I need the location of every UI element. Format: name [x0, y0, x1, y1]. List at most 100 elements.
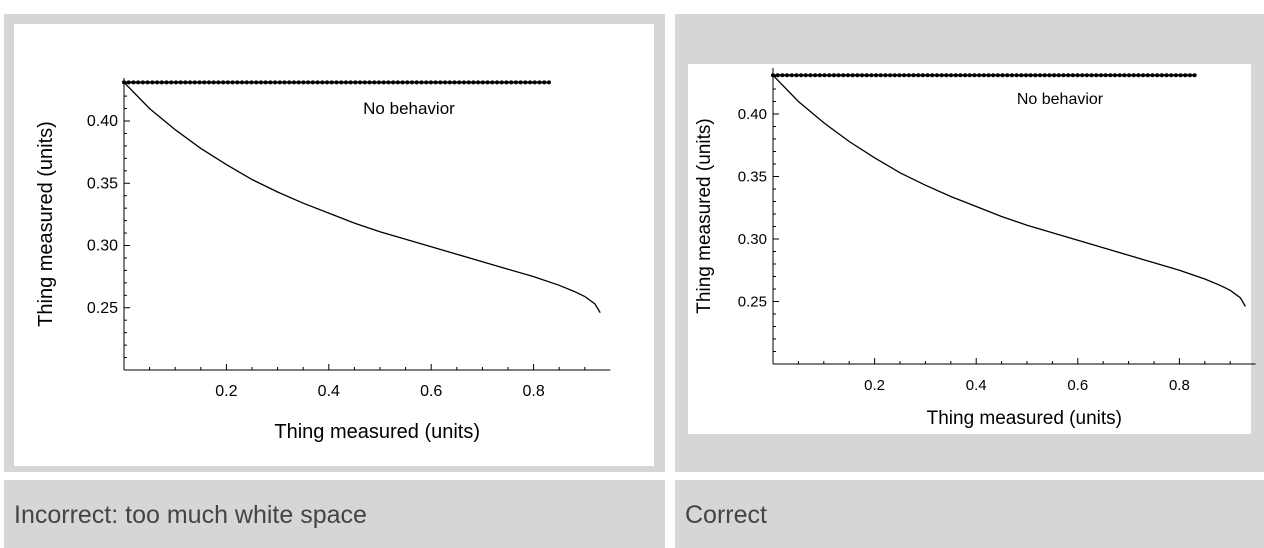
no-behavior-point: [1192, 73, 1197, 78]
no-behavior-point: [785, 73, 790, 78]
no-behavior-point: [906, 73, 911, 78]
y-axis-label: Thing measured (units): [694, 118, 715, 313]
y-tick-label: 0.35: [87, 175, 118, 192]
y-tick-label: 0.40: [738, 106, 767, 123]
no-behavior-point: [334, 80, 339, 85]
no-behavior-point: [188, 80, 193, 85]
no-behavior-point: [799, 73, 804, 78]
no-behavior-point: [225, 80, 230, 85]
no-behavior-point: [414, 80, 419, 85]
no-behavior-point: [466, 80, 471, 85]
no-behavior-point: [939, 73, 944, 78]
no-behavior-point: [878, 73, 883, 78]
no-behavior-point: [254, 80, 259, 85]
x-tick-label: 0.4: [966, 377, 987, 394]
no-behavior-point: [827, 73, 832, 78]
x-tick-label: 0.2: [215, 383, 237, 400]
no-behavior-point: [1084, 73, 1089, 78]
decay-curve-line: [123, 81, 601, 314]
correct-figure-panel: [688, 64, 1251, 434]
no-behavior-point: [1005, 73, 1010, 78]
no-behavior-point: [1014, 73, 1019, 78]
no-behavior-point: [995, 73, 1000, 78]
no-behavior-point: [235, 80, 240, 85]
y-tick-label: 0.25: [87, 300, 118, 317]
no-behavior-point: [140, 80, 145, 85]
no-behavior-point: [391, 80, 396, 85]
no-behavior-point: [1066, 73, 1071, 78]
x-axis-label: Thing measured (units): [927, 408, 1122, 429]
no-behavior-point: [967, 73, 972, 78]
no-behavior-point: [1080, 73, 1085, 78]
no-behavior-point: [216, 80, 221, 85]
no-behavior-point: [499, 80, 504, 85]
no-behavior-point: [813, 73, 818, 78]
no-behavior-point: [949, 73, 954, 78]
no-behavior-point: [405, 80, 410, 85]
y-tick-label: 0.35: [738, 169, 767, 186]
no-behavior-point: [1000, 73, 1005, 78]
no-behavior-point: [1042, 73, 1047, 78]
no-behavior-point: [348, 80, 353, 85]
no-behavior-point: [817, 73, 822, 78]
no-behavior-point: [860, 73, 865, 78]
no-behavior-point: [428, 80, 433, 85]
no-behavior-point: [532, 80, 537, 85]
no-behavior-point: [1061, 73, 1066, 78]
no-behavior-point: [136, 80, 141, 85]
no-behavior-point: [282, 80, 287, 85]
no-behavior-point: [362, 80, 367, 85]
no-behavior-point: [1141, 73, 1146, 78]
no-behavior-point: [509, 80, 514, 85]
no-behavior-point: [197, 80, 202, 85]
no-behavior-point: [528, 80, 533, 85]
no-behavior-point: [864, 73, 869, 78]
no-behavior-point: [925, 73, 930, 78]
no-behavior-point: [126, 80, 131, 85]
no-behavior-point: [518, 80, 523, 85]
no-behavior-point: [353, 80, 358, 85]
no-behavior-point: [523, 80, 528, 85]
no-behavior-point: [831, 73, 836, 78]
no-behavior-point: [221, 80, 226, 85]
no-behavior-point: [438, 80, 443, 85]
no-behavior-point: [169, 80, 174, 85]
x-tick-label: 0.6: [1067, 377, 1088, 394]
incorrect-caption: Incorrect: too much white space: [14, 501, 367, 529]
no-behavior-point: [263, 80, 268, 85]
no-behavior-point: [808, 73, 813, 78]
no-behavior-point: [211, 80, 216, 85]
x-tick-label: 0.6: [420, 383, 442, 400]
no-behavior-point: [367, 80, 372, 85]
no-behavior-point: [424, 80, 429, 85]
no-behavior-point: [953, 73, 958, 78]
no-behavior-point: [381, 80, 386, 85]
no-behavior-point: [192, 80, 197, 85]
x-tick-label: 0.8: [522, 383, 544, 400]
no-behavior-point: [888, 73, 893, 78]
no-behavior-point: [911, 73, 916, 78]
no-behavior-point: [1009, 73, 1014, 78]
no-behavior-point: [1169, 73, 1174, 78]
no-behavior-point: [206, 80, 211, 85]
y-tick-label: 0.25: [738, 294, 767, 311]
no-behavior-point: [202, 80, 207, 85]
no-behavior-point: [419, 80, 424, 85]
no-behavior-point: [1070, 73, 1075, 78]
no-behavior-point: [164, 80, 169, 85]
no-behavior-point: [902, 73, 907, 78]
no-behavior-point: [504, 80, 509, 85]
no-behavior-point: [178, 80, 183, 85]
no-behavior-point: [452, 80, 457, 85]
no-behavior-point: [273, 80, 278, 85]
no-behavior-point: [386, 80, 391, 85]
no-behavior-point: [244, 80, 249, 85]
no-behavior-point: [1155, 73, 1160, 78]
no-behavior-point: [433, 80, 438, 85]
no-behavior-point: [131, 80, 136, 85]
no-behavior-point: [173, 80, 178, 85]
no-behavior-point: [977, 73, 982, 78]
no-behavior-point: [869, 73, 874, 78]
no-behavior-point: [296, 80, 301, 85]
